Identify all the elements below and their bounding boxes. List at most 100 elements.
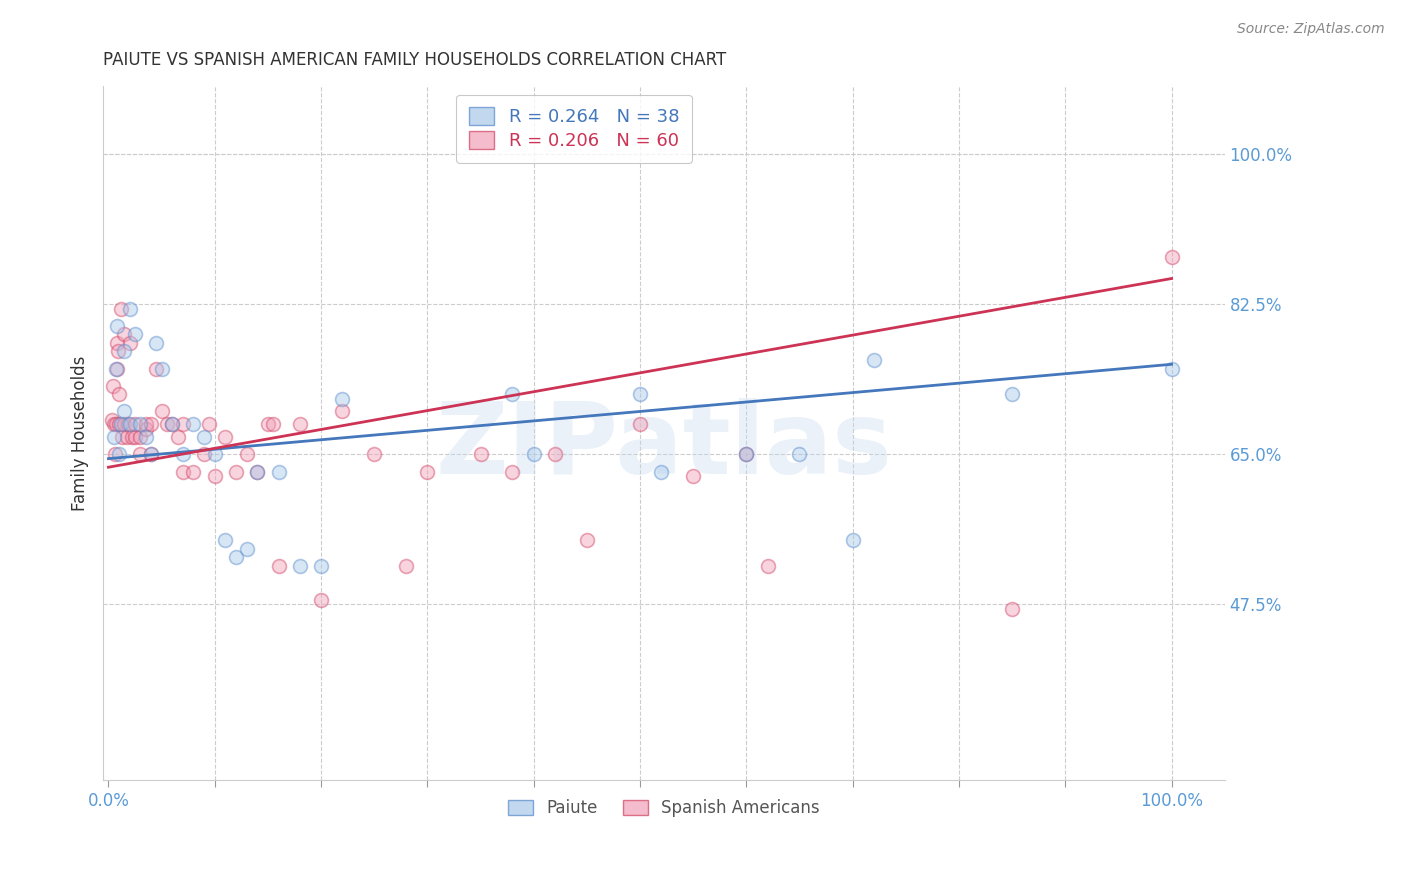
Point [523,447,546,461]
Point [104,417,127,432]
Point [108,387,131,401]
Point [235,541,257,556]
Point [103,417,125,432]
Point [108,447,131,461]
Point [103,430,125,444]
Point [756,558,779,573]
Point [193,447,215,461]
Text: Source: ZipAtlas.com: Source: ZipAtlas.com [1237,22,1385,37]
Point [204,447,226,461]
Point [193,430,215,444]
Point [135,422,157,436]
Point [1001,387,1024,401]
Point [160,417,183,432]
Point [112,344,135,359]
Point [267,465,290,479]
Text: PAIUTE VS SPANISH AMERICAN FAMILY HOUSEHOLDS CORRELATION CHART: PAIUTE VS SPANISH AMERICAN FAMILY HOUSEH… [103,51,727,69]
Point [246,465,269,479]
Point [135,430,157,444]
Point [544,447,567,461]
Point [183,417,205,432]
Point [288,558,311,573]
Point [118,301,141,316]
Point [1160,250,1182,264]
Point [395,558,418,573]
Point [1001,601,1024,615]
Point [110,301,132,316]
Point [139,447,162,461]
Point [117,417,139,432]
Point [682,468,704,483]
Point [129,447,152,461]
Point [735,447,758,461]
Point [166,430,188,444]
Point [112,404,135,418]
Point [1160,361,1182,376]
Point [100,413,122,427]
Point [841,533,863,548]
Point [470,447,492,461]
Point [735,447,758,461]
Point [150,404,173,418]
Point [118,417,141,432]
Point [225,550,247,565]
Point [575,533,598,548]
Point [172,465,194,479]
Point [214,533,236,548]
Point [121,430,143,444]
Point [124,327,146,342]
Point [257,417,280,432]
Point [628,417,651,432]
Point [225,465,247,479]
Point [156,417,179,432]
Y-axis label: Family Households: Family Households [72,355,89,510]
Point [501,465,523,479]
Point [124,430,146,444]
Point [501,387,523,401]
Point [246,465,269,479]
Point [135,417,157,432]
Point [115,430,138,444]
Point [104,447,127,461]
Point [416,465,439,479]
Point [172,417,194,432]
Point [330,392,353,406]
Point [129,417,152,432]
Point [105,318,128,333]
Point [309,558,332,573]
Point [110,417,132,432]
Point [118,335,141,350]
Point [267,558,290,573]
Point [124,417,146,432]
Point [183,465,205,479]
Point [112,417,135,432]
Point [288,417,311,432]
Point [172,447,194,461]
Point [111,430,134,444]
Point [104,361,127,376]
Point [628,387,651,401]
Point [235,447,257,461]
Point [108,417,131,432]
Point [129,430,152,444]
Point [363,447,385,461]
Point [160,417,183,432]
Point [789,447,811,461]
Point [139,447,162,461]
Point [107,344,129,359]
Point [214,430,236,444]
Point [101,378,124,392]
Point [112,327,135,342]
Point [150,361,173,376]
Text: ZIPatlas: ZIPatlas [436,399,893,495]
Legend: Paiute, Spanish Americans: Paiute, Spanish Americans [502,793,827,824]
Point [262,417,284,432]
Point [330,404,353,418]
Point [204,468,226,483]
Point [139,417,162,432]
Point [145,361,167,376]
Point [105,361,128,376]
Point [309,593,332,607]
Point [145,335,167,350]
Point [198,417,221,432]
